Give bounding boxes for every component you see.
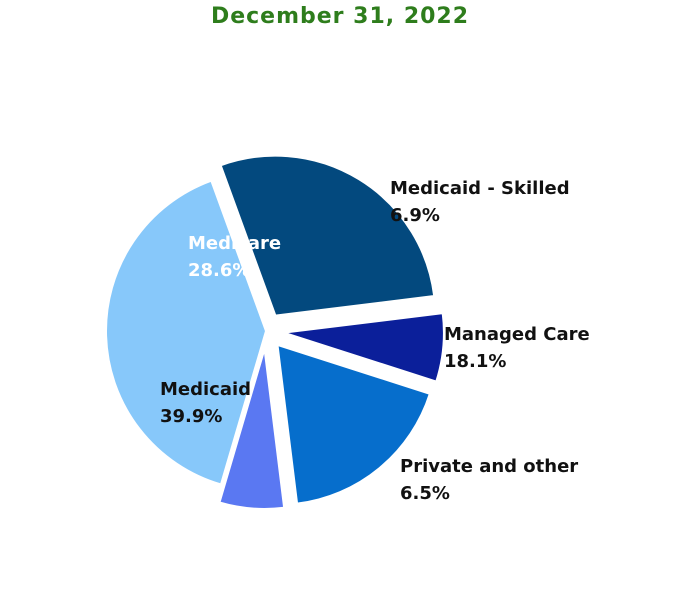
pie-slice-managed-care bbox=[276, 343, 432, 505]
slice-label-percent: 6.5% bbox=[400, 483, 450, 504]
chart-title: December 31, 2022 bbox=[210, 4, 470, 29]
pie-slice-private-and-other bbox=[218, 348, 286, 510]
slice-label-name: Private and other bbox=[400, 456, 578, 477]
pie-slice-medicaid-skilled bbox=[283, 311, 445, 383]
slice-label-percent: 6.9% bbox=[390, 205, 440, 226]
pie-labels: Medicare 28.6% Medicaid - Skilled 6.9% Manag… bbox=[160, 178, 590, 504]
pie-slice-medicare bbox=[219, 154, 436, 317]
pie-slice-medicaid bbox=[105, 179, 268, 486]
slice-label-name: Medicare bbox=[188, 233, 281, 254]
slice-label-name: Medicaid bbox=[160, 379, 251, 400]
pie-slices bbox=[105, 154, 445, 510]
slice-label-name: Medicaid - Skilled bbox=[390, 178, 570, 199]
slice-label-percent: 28.6% bbox=[188, 260, 250, 281]
slice-label-name: Managed Care bbox=[444, 324, 590, 345]
slice-label-percent: 18.1% bbox=[444, 351, 506, 372]
slice-label-percent: 39.9% bbox=[160, 406, 222, 427]
